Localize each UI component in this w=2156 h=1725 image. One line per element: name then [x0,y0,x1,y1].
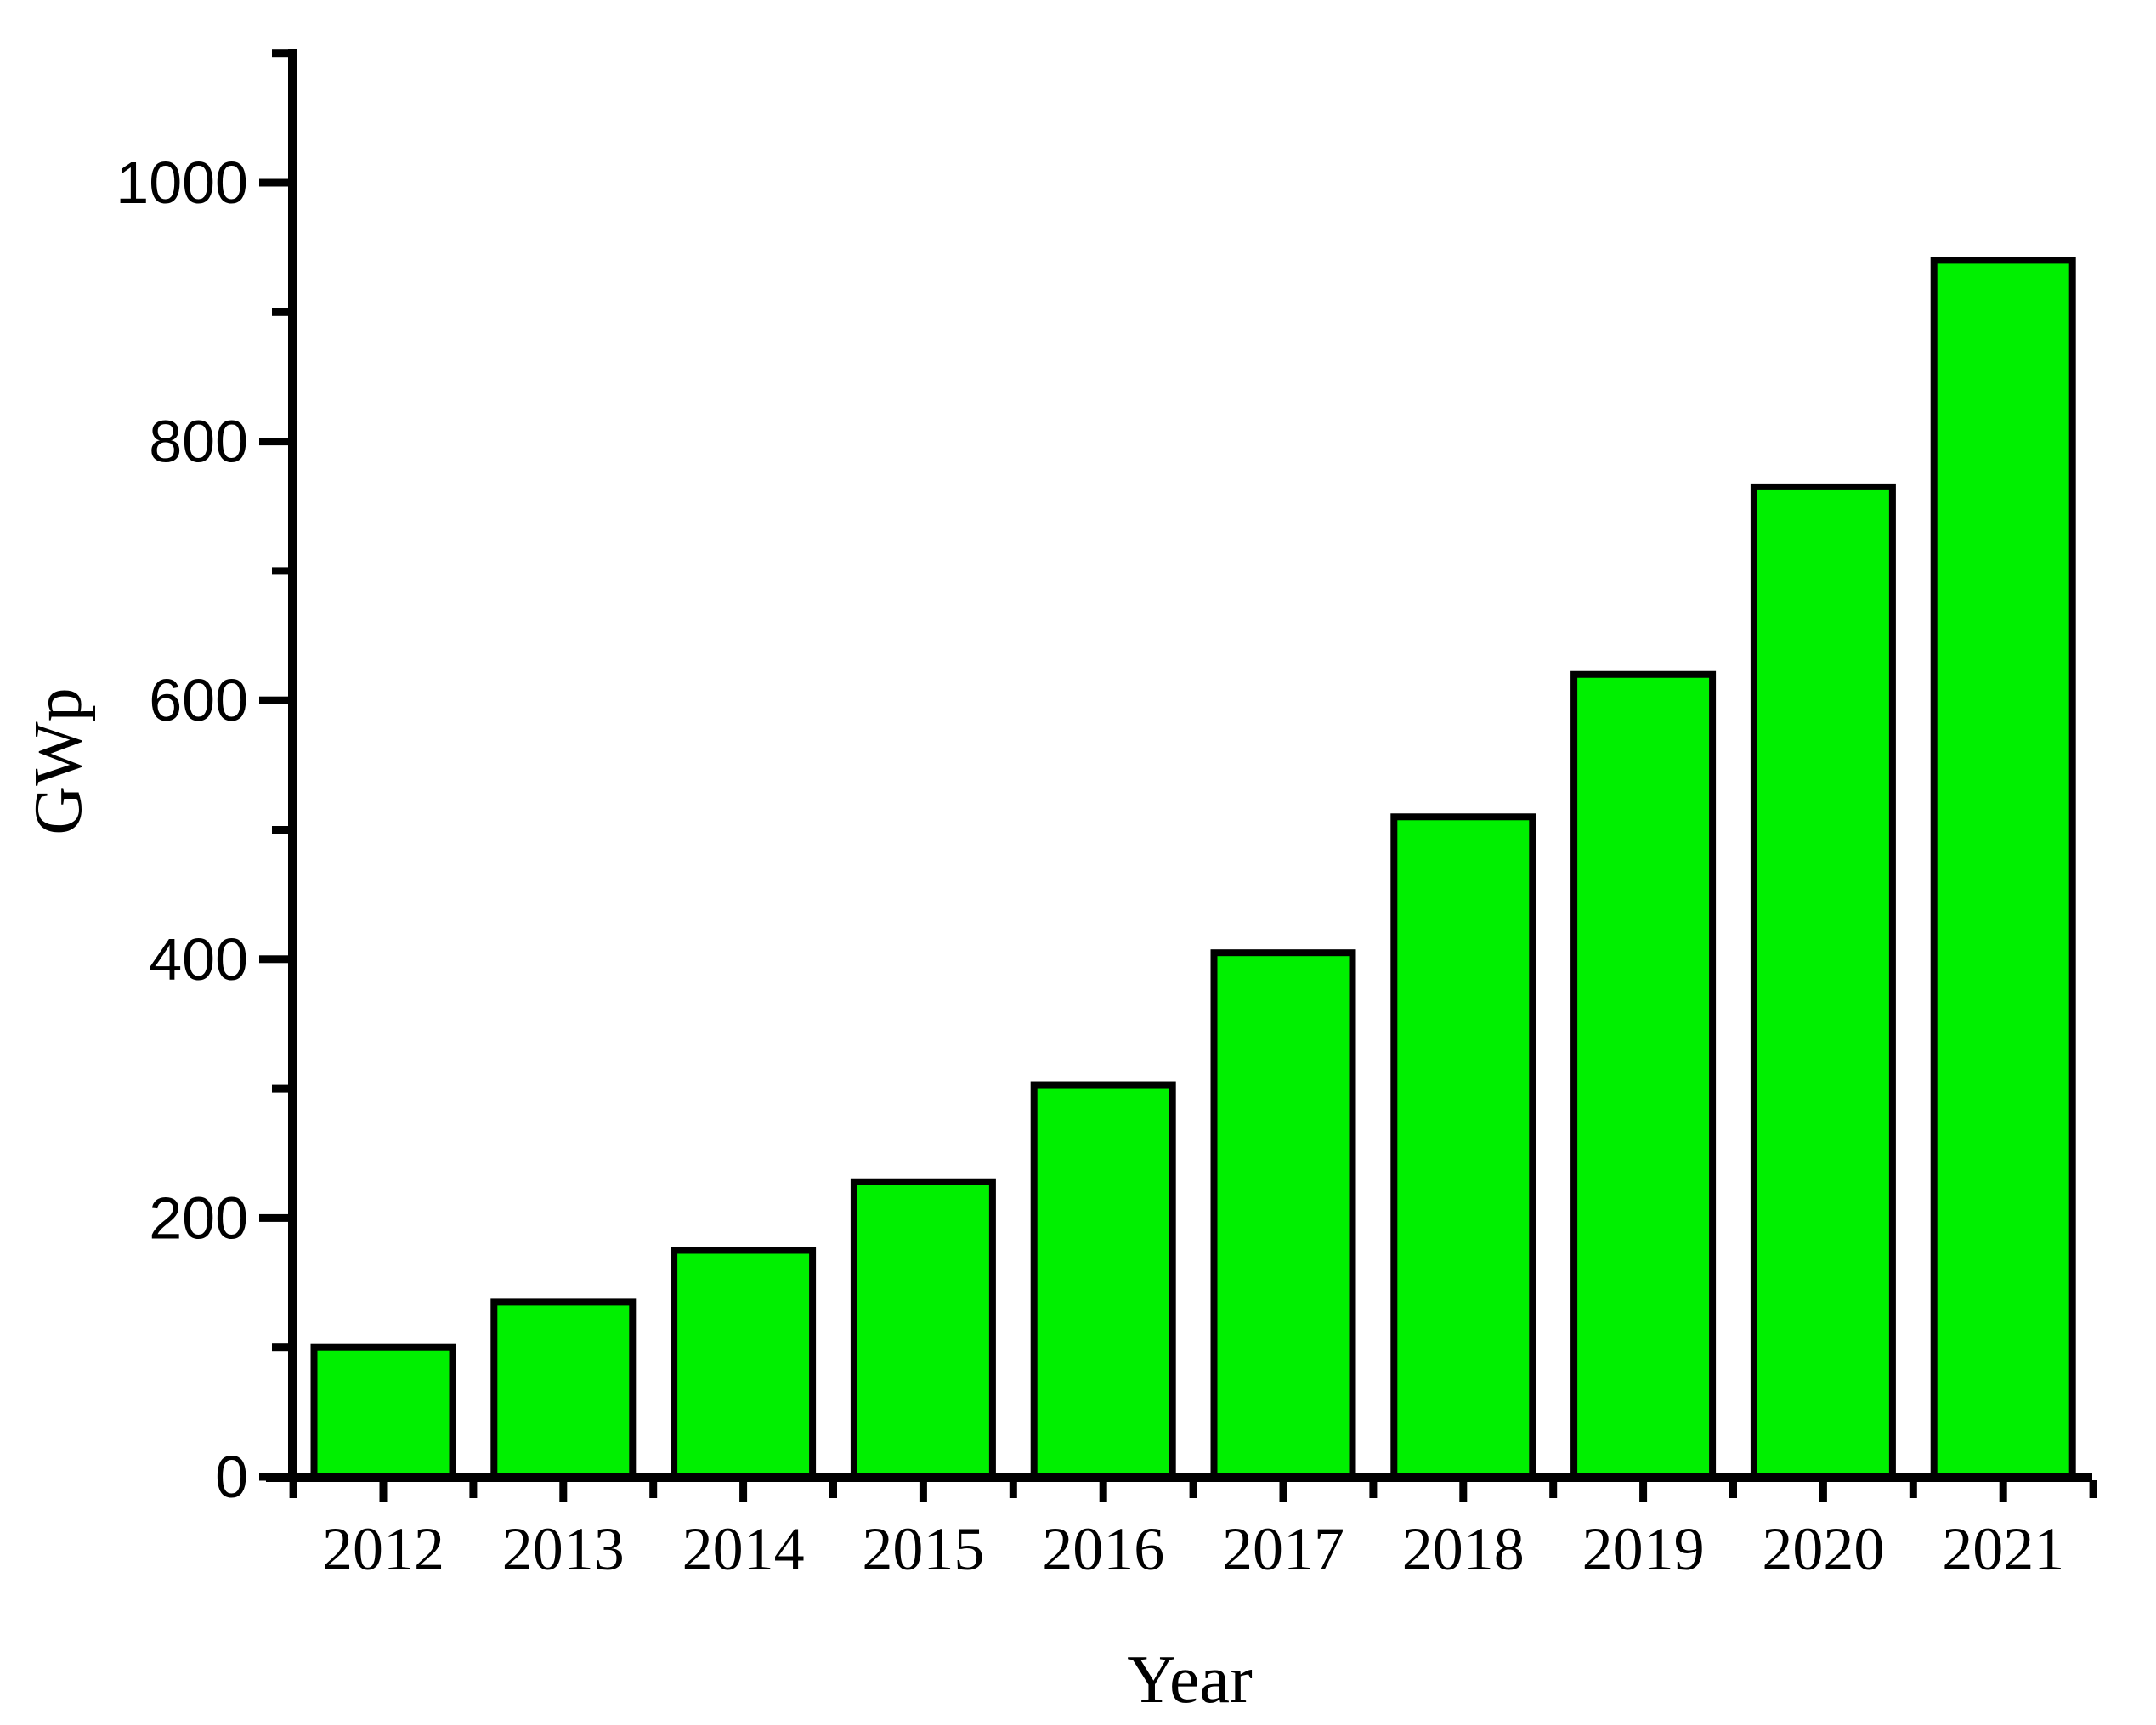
x-tick-label-2018: 2018 [1402,1515,1525,1583]
bar-2016 [1030,1081,1176,1480]
bar-2019 [1570,670,1717,1480]
bar-2012 [310,1343,456,1480]
x-minor-tick-4 [1009,1480,1017,1498]
y-axis-ticks [259,49,291,1481]
x-major-tick-2015 [919,1480,927,1502]
x-axis-title: Year [1127,1643,1252,1717]
x-axis-tick-labels: 2012 2013 2014 2015 2016 2017 2018 2019 2020 2021 [322,1515,2064,1583]
x-tick-label-2014: 2014 [682,1515,805,1583]
x-major-tick-2017 [1279,1480,1287,1502]
y-axis-title: GWp [21,687,96,834]
x-major-tick-2012 [379,1480,388,1502]
bar-2015 [850,1178,996,1480]
x-minor-tick-0 [289,1480,297,1498]
y-minor-tick-900 [272,308,291,316]
x-tick-label-2012: 2012 [322,1515,444,1583]
x-tick-label-2013: 2013 [502,1515,625,1583]
y-major-tick-200 [259,1213,291,1222]
bar-2018 [1390,813,1536,1480]
bar-2021 [1930,257,2076,1480]
x-tick-label-2017: 2017 [1222,1515,1344,1583]
x-minor-tick-8 [1729,1480,1737,1498]
y-tick-label-200: 200 [149,1185,248,1251]
y-tick-label-600: 600 [149,667,248,733]
x-tick-label-2020: 2020 [1762,1515,1884,1583]
y-minor-tick-700 [272,567,291,575]
y-minor-tick-100 [272,1343,291,1352]
y-axis-line [288,49,297,1482]
x-major-tick-2013 [559,1480,568,1502]
x-minor-tick-2 [649,1480,658,1498]
bar-2020 [1750,483,1896,1480]
x-tick-label-2019: 2019 [1582,1515,1705,1583]
x-major-tick-2016 [1099,1480,1107,1502]
x-tick-label-2016: 2016 [1042,1515,1164,1583]
x-major-tick-2014 [739,1480,748,1502]
x-axis-ticks [289,1480,2097,1502]
y-tick-label-800: 800 [149,409,248,475]
x-axis-line [266,1473,2092,1482]
x-minor-tick-7 [1549,1480,1558,1498]
bar-2017 [1210,949,1356,1481]
y-tick-label-1000: 1000 [116,150,248,216]
bar-2014 [671,1247,817,1480]
y-minor-tick-500 [272,826,291,834]
x-minor-tick-1 [469,1480,478,1498]
y-axis-tick-labels: 0 200 400 600 800 1000 [116,150,248,1510]
x-minor-tick-5 [1189,1480,1197,1498]
y-minor-tick-300 [272,1084,291,1093]
y-major-tick-400 [259,955,291,964]
x-major-tick-2020 [1819,1480,1827,1502]
bar-2013 [490,1298,637,1481]
y-major-tick-600 [259,696,291,704]
x-minor-tick-3 [829,1480,837,1498]
bars-group [310,257,2076,1481]
x-major-tick-2019 [1639,1480,1648,1502]
x-minor-tick-10 [2089,1480,2097,1498]
y-tick-label-0: 0 [215,1444,248,1510]
y-minor-tick-1100 [272,49,291,58]
x-tick-label-2021: 2021 [1942,1515,2064,1583]
x-tick-label-2015: 2015 [862,1515,984,1583]
x-major-tick-2021 [1999,1480,2007,1502]
x-major-tick-2018 [1459,1480,1468,1502]
x-minor-tick-6 [1369,1480,1378,1498]
x-minor-tick-9 [1909,1480,1917,1498]
y-tick-label-400: 400 [149,926,248,993]
y-major-tick-1000 [259,178,291,187]
y-major-tick-800 [259,438,291,446]
